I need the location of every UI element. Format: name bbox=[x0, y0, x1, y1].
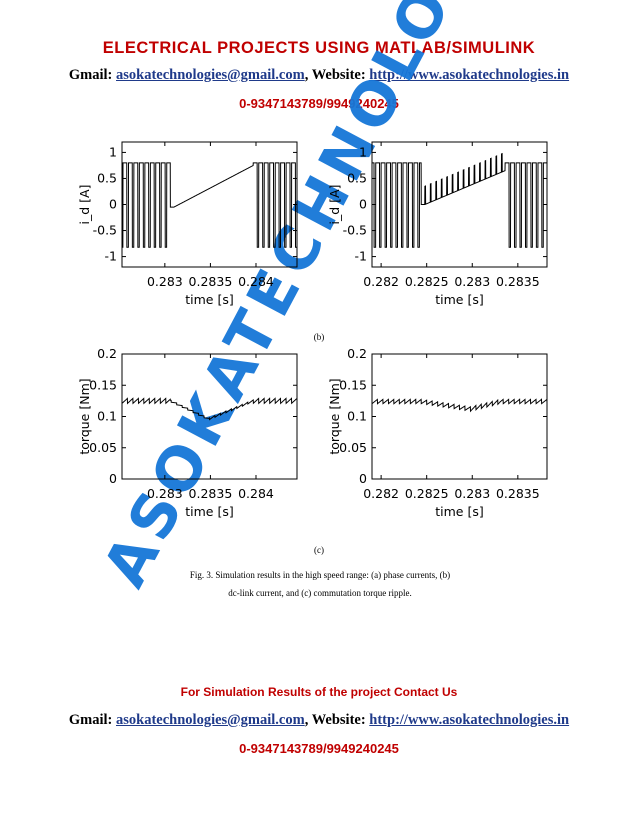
footer-website-label: , Website: bbox=[304, 712, 366, 728]
x-tick-label: 0.282 bbox=[363, 486, 399, 501]
footer-gmail-label: Gmail: bbox=[68, 712, 113, 728]
footer-phone: 0-9347143789/9949240245 bbox=[239, 741, 399, 756]
gmail-label: Gmail: bbox=[68, 67, 113, 83]
figure-caption: Fig. 3. Simulation results in the high s… bbox=[160, 566, 480, 602]
series-line bbox=[121, 397, 298, 421]
x-tick-label: 0.283 bbox=[147, 486, 183, 501]
caption-line-1: Fig. 3. Simulation results in the high s… bbox=[189, 570, 451, 580]
y-tick-label: 0.15 bbox=[89, 377, 117, 392]
x-tick-label: 0.2825 bbox=[405, 486, 449, 501]
x-tick-label: 0.284 bbox=[238, 486, 274, 501]
email-link[interactable]: asokatechnologies@gmail.com bbox=[116, 67, 305, 83]
caption-line-2: dc-link current, and (c) commutation tor… bbox=[228, 588, 412, 598]
footer-note: For Simulation Results of the project Co… bbox=[180, 685, 458, 699]
y-tick-label: -0.5 bbox=[93, 223, 117, 238]
x-axis-label: time [s] bbox=[435, 504, 483, 519]
y-tick-label: 0.05 bbox=[339, 440, 367, 455]
y-tick-label: 1 bbox=[359, 144, 367, 159]
y-tick-label: 0.1 bbox=[97, 409, 117, 424]
y-axis-label: torque [Nm] bbox=[77, 378, 92, 454]
y-tick-label: -0.5 bbox=[343, 223, 367, 238]
series-line bbox=[122, 162, 297, 248]
y-tick-label: 0.05 bbox=[89, 440, 117, 455]
y-tick-label: 0.5 bbox=[97, 170, 117, 185]
y-axis-label: i_d [A] bbox=[77, 185, 92, 225]
chart-b-left: 1 0.5 0 -0.5 -1 0.283 0.2835 0.284 time [s] i_d [… bbox=[77, 141, 298, 307]
x-tick-label: 0.284 bbox=[238, 274, 274, 289]
y-tick-label: -1 bbox=[105, 249, 117, 264]
y-tick-label: 0.2 bbox=[97, 346, 117, 361]
footer-email-link[interactable]: asokatechnologies@gmail.com bbox=[116, 712, 305, 728]
y-tick-label: 0.1 bbox=[347, 409, 367, 424]
header-contact-line: Gmail: asokatechnologies@gmail.com, Webs… bbox=[0, 67, 638, 84]
chart-c-left: 0.2 0.15 0.1 0.05 0 0.283 0.2835 0.284 time [s] t… bbox=[77, 346, 298, 519]
plot-frame bbox=[371, 353, 548, 480]
plot-frame bbox=[371, 141, 548, 268]
y-tick-label: 0 bbox=[109, 197, 117, 212]
y-axis-label: i_d [A] bbox=[327, 185, 342, 225]
x-tick-label: 0.2835 bbox=[189, 486, 233, 501]
figure-label-b: (b) bbox=[313, 332, 325, 342]
x-tick-label: 0.283 bbox=[454, 486, 490, 501]
series-line bbox=[371, 398, 548, 413]
y-tick-label: 0 bbox=[359, 471, 367, 486]
y-tick-label: 0.5 bbox=[347, 170, 367, 185]
header-phone: 0-9347143789/9949240245 bbox=[239, 96, 399, 111]
y-tick-label: 0.2 bbox=[347, 346, 367, 361]
x-tick-label: 0.2825 bbox=[405, 274, 449, 289]
series-line bbox=[372, 152, 547, 248]
x-tick-label: 0.282 bbox=[363, 274, 399, 289]
y-tick-label: 1 bbox=[109, 144, 117, 159]
x-tick-label: 0.283 bbox=[147, 274, 183, 289]
website-label: , Website: bbox=[304, 67, 366, 83]
y-tick-label: 0 bbox=[109, 471, 117, 486]
chart-c-right: 0.2 0.15 0.1 0.05 00.282 0.2825 0.283 0.2835 tim… bbox=[327, 346, 548, 519]
figure-label-c: (c) bbox=[314, 545, 324, 555]
x-axis-label: time [s] bbox=[185, 504, 233, 519]
x-axis-label: time [s] bbox=[185, 292, 233, 307]
header-title: ELECTRICAL PROJECTS USING MATLAB/SIMULIN… bbox=[102, 39, 536, 57]
y-tick-label: 0 bbox=[359, 197, 367, 212]
x-tick-label: 0.283 bbox=[454, 274, 490, 289]
y-axis-label: torque [Nm] bbox=[327, 378, 342, 454]
chart-b-right: 1 0.5 0 -0.5 -1 0.282 0.2825 0.283 0.2835 time [s… bbox=[327, 141, 548, 307]
plot-frame bbox=[121, 353, 298, 480]
x-axis-label: time [s] bbox=[435, 292, 483, 307]
website-link[interactable]: http://www.asokatechnologies.in bbox=[369, 67, 570, 83]
y-tick-label: -1 bbox=[355, 249, 367, 264]
x-tick-label: 0.2835 bbox=[189, 274, 233, 289]
x-tick-label: 0.2835 bbox=[496, 486, 540, 501]
footer-contact-line: Gmail: asokatechnologies@gmail.com, Webs… bbox=[0, 712, 638, 729]
footer-website-link[interactable]: http://www.asokatechnologies.in bbox=[369, 712, 570, 728]
y-tick-label: 0.15 bbox=[339, 377, 367, 392]
x-tick-label: 0.2835 bbox=[496, 274, 540, 289]
